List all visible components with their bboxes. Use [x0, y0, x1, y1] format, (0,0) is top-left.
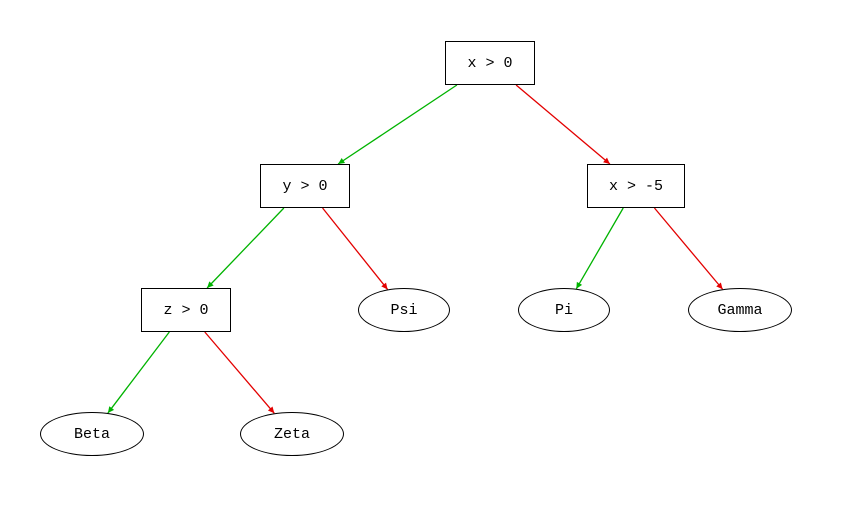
arrowhead-y-psi	[381, 283, 387, 290]
arrowhead-z-zeta	[268, 407, 274, 414]
leaf-node-zeta: Zeta	[240, 412, 344, 456]
edge-root-xm5	[516, 85, 610, 164]
node-label: y > 0	[282, 178, 327, 195]
leaf-node-pi: Pi	[518, 288, 610, 332]
node-label: Beta	[74, 426, 110, 443]
edge-xm5-pi	[576, 208, 623, 289]
edge-z-zeta	[205, 332, 275, 413]
node-label: z > 0	[163, 302, 208, 319]
decision-node-z: z > 0	[141, 288, 231, 332]
node-label: Zeta	[274, 426, 310, 443]
decision-node-y: y > 0	[260, 164, 350, 208]
edge-y-z	[207, 208, 284, 288]
edge-xm5-gamma	[654, 208, 722, 289]
arrowhead-z-beta	[108, 406, 114, 413]
node-label: Psi	[390, 302, 417, 319]
node-label: x > -5	[609, 178, 663, 195]
leaf-node-gamma: Gamma	[688, 288, 792, 332]
edge-z-beta	[108, 332, 169, 413]
leaf-node-psi: Psi	[358, 288, 450, 332]
decision-tree-diagram: x > 0 y > 0 x > -5 z > 0 Psi Pi Gamma Beta Zeta	[0, 0, 848, 516]
node-label: Pi	[555, 302, 573, 319]
leaf-node-beta: Beta	[40, 412, 144, 456]
edge-root-y	[338, 85, 457, 164]
decision-node-xm5: x > -5	[587, 164, 685, 208]
node-label: Gamma	[717, 302, 762, 319]
node-label: x > 0	[467, 55, 512, 72]
decision-node-root: x > 0	[445, 41, 535, 85]
arrowhead-xm5-gamma	[716, 282, 722, 289]
edge-y-psi	[323, 208, 388, 289]
arrowhead-xm5-pi	[576, 282, 582, 289]
arrowhead-y-z	[207, 281, 214, 288]
